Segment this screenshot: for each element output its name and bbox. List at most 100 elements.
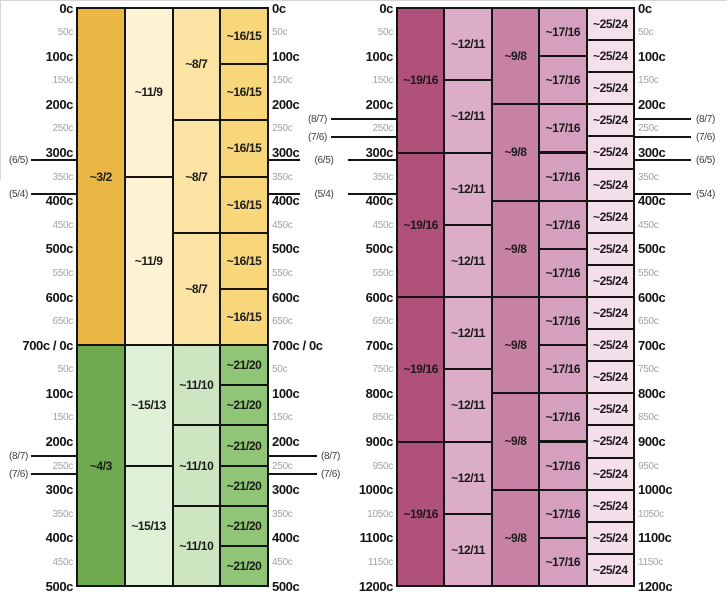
ratio-label: ~9/8 — [504, 530, 527, 545]
ratio-label: ~25/24 — [592, 81, 628, 96]
ratio-label: ~21/20 — [226, 558, 262, 573]
ratio-label: ~25/24 — [592, 273, 628, 288]
axis-tick-label: 450c — [52, 557, 74, 568]
axis-tick-label: 700c / 0c — [22, 338, 73, 353]
division-cell: ~25/24 — [585, 103, 635, 138]
axis-tick-label: 200c — [638, 97, 666, 112]
ratio-label: ~25/24 — [592, 145, 628, 160]
division-cell: ~17/16 — [538, 344, 588, 395]
ratio-label: ~25/24 — [592, 49, 628, 64]
ratio-label: ~17/16 — [545, 458, 581, 473]
axis-tick-label: 300c — [45, 482, 74, 497]
ratio-label: ~16/15 — [226, 85, 262, 100]
axis-tick-label: 1050c — [367, 509, 393, 520]
division-cell: ~25/24 — [585, 392, 635, 427]
division-cell: ~25/24 — [585, 552, 635, 587]
ratio-annotation-label: (5/4) — [696, 189, 716, 200]
annotation-line — [31, 192, 77, 195]
ratio-label: ~21/20 — [226, 358, 262, 373]
division-cell: ~25/24 — [585, 7, 635, 42]
axis-tick-label: 650c — [638, 316, 659, 327]
ratio-label: ~8/7 — [185, 281, 208, 296]
axis-tick-label: 50c — [272, 27, 288, 38]
ratio-label: ~11/10 — [179, 458, 214, 473]
division-cell: ~21/20 — [219, 424, 269, 467]
axis-tick-label: 350c — [372, 172, 394, 183]
ratio-label: ~11/10 — [179, 378, 214, 393]
ratio-label: ~9/8 — [504, 49, 527, 64]
ratio-label: ~19/16 — [403, 362, 439, 377]
division-cell: ~11/9 — [123, 7, 174, 178]
division-cell: ~21/20 — [219, 344, 269, 387]
annotation-line — [331, 135, 396, 138]
division-cell: ~12/11 — [443, 79, 493, 154]
axis-tick-label: 50c — [272, 364, 288, 375]
ratio-label: ~12/11 — [451, 181, 486, 196]
axis-tick-label: 1200c — [358, 579, 394, 594]
axis-tick-label: 500c — [638, 241, 666, 256]
axis-tick-label: 200c — [365, 97, 394, 112]
annotation-line — [634, 135, 691, 138]
axis-tick-label: 350c — [52, 172, 74, 183]
axis-tick-label: 450c — [52, 220, 74, 231]
division-cell: ~12/11 — [443, 368, 493, 443]
ratio-label: ~12/11 — [451, 326, 486, 341]
axis-tick-label: 600c — [638, 290, 666, 305]
division-cell: ~25/24 — [585, 456, 635, 491]
ratio-label: ~25/24 — [592, 177, 628, 192]
axis-tick-label: 250c — [52, 123, 74, 134]
axis-tick-label: 350c — [52, 509, 74, 520]
division-cell: ~12/11 — [443, 223, 493, 298]
axis-tick-label: 500c — [272, 241, 300, 256]
axis-tick-label: 500c — [272, 579, 300, 594]
annotation-line — [31, 455, 77, 458]
division-cell: ~12/11 — [443, 512, 493, 587]
ratio-annotation-label: (6/5) — [696, 155, 716, 166]
division-cell: ~12/11 — [443, 296, 493, 371]
division-cell: ~16/15 — [219, 119, 269, 178]
ratio-label: ~17/16 — [545, 314, 581, 329]
axis-tick-label: 500c — [45, 579, 74, 594]
ratio-label: ~9/8 — [504, 241, 527, 256]
axis-tick-label: 300c — [272, 482, 300, 497]
axis-tick-label: 600c — [365, 290, 394, 305]
ratio-annotation-label: (6/5) — [314, 155, 334, 166]
axis-tick-label: 1000c — [358, 482, 394, 497]
ratio-label: ~25/24 — [592, 402, 628, 417]
axis-tick-label: 600c — [272, 290, 300, 305]
ratio-label: ~16/15 — [226, 310, 262, 325]
ratio-label: ~9/8 — [504, 338, 527, 353]
division-cell: ~17/16 — [538, 536, 588, 587]
axis-tick-label: 150c — [272, 412, 293, 423]
ratio-label: ~19/16 — [403, 217, 439, 232]
ratio-label: ~9/8 — [504, 434, 527, 449]
axis-tick-label: 400c — [638, 193, 666, 208]
division-cell: ~17/16 — [538, 151, 588, 202]
division-cell: ~12/11 — [443, 7, 493, 82]
division-cell: ~3/2 — [76, 7, 126, 347]
division-cell: ~17/16 — [538, 488, 588, 539]
ratio-label: ~25/24 — [592, 209, 628, 224]
ratio-label: ~15/13 — [131, 398, 166, 413]
division-cell: ~9/8 — [490, 7, 541, 106]
axis-tick-label: 450c — [272, 220, 293, 231]
ratio-label: ~17/16 — [545, 25, 581, 40]
ratio-label: ~15/13 — [131, 518, 166, 533]
axis-tick-label: 350c — [638, 172, 659, 183]
ratio-label: ~9/8 — [504, 145, 527, 160]
screenshot-top-edge — [0, 0, 727, 1]
division-cell: ~17/16 — [538, 440, 588, 491]
axis-tick-label: 750c — [638, 364, 659, 375]
annotation-line — [331, 118, 396, 121]
axis-tick-label: 700c — [365, 338, 394, 353]
ratio-label: ~11/9 — [134, 253, 163, 268]
ratio-label: ~17/16 — [545, 169, 581, 184]
ratio-annotation-label: (7/6) — [307, 132, 327, 143]
division-cell: ~25/24 — [585, 71, 635, 106]
division-cell: ~19/16 — [396, 296, 446, 443]
division-cell: ~17/16 — [538, 7, 588, 58]
axis-tick-label: 450c — [638, 220, 659, 231]
division-cell: ~25/24 — [585, 231, 635, 266]
division-cell: ~8/7 — [171, 119, 222, 234]
annotation-line — [269, 455, 317, 458]
